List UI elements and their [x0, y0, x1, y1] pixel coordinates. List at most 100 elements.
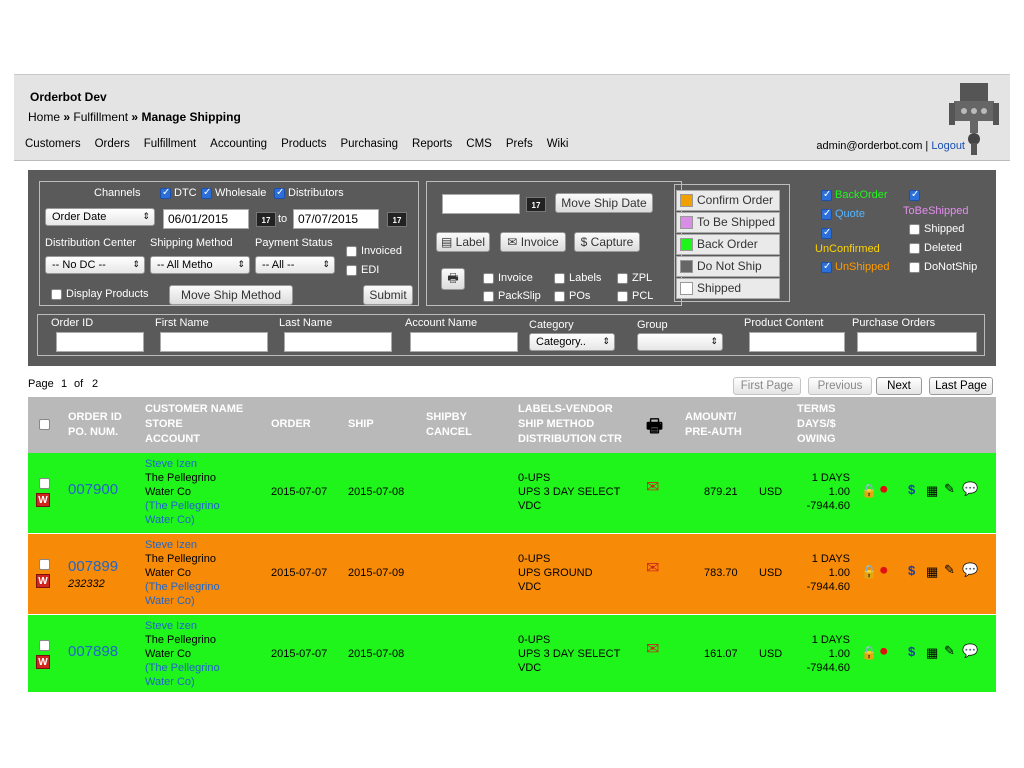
nav-cms[interactable]: CMS — [466, 138, 492, 150]
nav-prefs[interactable]: Prefs — [505, 138, 533, 150]
edit-icon[interactable]: ✎ — [944, 643, 955, 658]
previous-page-button[interactable]: Previous — [808, 377, 872, 395]
breadcrumb-home[interactable]: Home — [28, 110, 61, 124]
account-name-link[interactable]: (The Pellegrino Water Co) — [145, 581, 220, 607]
nav-orders[interactable]: Orders — [94, 138, 130, 150]
lock-icon[interactable]: 🔒 — [861, 483, 878, 498]
channel-dtc-checkbox[interactable] — [160, 187, 171, 199]
order-id-link[interactable]: 007900 — [68, 481, 119, 498]
status-unconfirmed-checkbox[interactable] — [821, 227, 832, 239]
account-name-input[interactable] — [410, 332, 518, 352]
col-shipby[interactable]: SHIPBY CANCEL — [426, 411, 472, 438]
status-button-to-be-shipped[interactable]: To Be Shipped — [676, 212, 780, 233]
customer-name-link[interactable]: Steve Izen — [145, 620, 197, 632]
product-content-input[interactable] — [749, 332, 845, 352]
account-name-link[interactable]: (The Pellegrino Water Co) — [145, 500, 220, 526]
order-id-link[interactable]: 007899 — [68, 558, 119, 575]
col-customer[interactable]: CUSTOMER NAME STORE ACCOUNT — [145, 403, 244, 445]
lock-icon[interactable]: 🔒 — [861, 645, 878, 660]
first-page-button[interactable]: First Page — [733, 377, 801, 395]
display-products-checkbox[interactable] — [51, 289, 62, 300]
group-select[interactable] — [637, 333, 723, 351]
first-name-input[interactable] — [160, 332, 268, 352]
order-id-link[interactable]: 007898 — [68, 643, 119, 660]
col-ship[interactable]: SHIP — [348, 418, 374, 430]
date-to-input[interactable]: 07/07/2015 — [293, 209, 379, 229]
nav-products[interactable]: Products — [281, 138, 327, 150]
print-label-icon[interactable]: ✉ — [646, 479, 660, 496]
invoiced-checkbox[interactable] — [346, 246, 357, 257]
print-labels-checkbox[interactable] — [554, 273, 565, 284]
comment-icon[interactable]: 💬 — [962, 562, 979, 577]
print-pcl-checkbox[interactable] — [617, 291, 628, 302]
edit-icon[interactable]: ✎ — [944, 481, 955, 496]
record-icon[interactable]: ⏺ — [880, 481, 888, 498]
nav-purchasing[interactable]: Purchasing — [340, 138, 399, 150]
category-select[interactable]: Category.. — [529, 333, 615, 351]
calculator-icon[interactable]: ▦ — [926, 645, 939, 660]
ship-date-calendar-icon[interactable]: 17 — [526, 197, 546, 212]
move-ship-method-button[interactable]: Move Ship Method — [169, 285, 293, 305]
next-page-button[interactable]: Next — [876, 377, 922, 395]
status-tobeshipped-checkbox[interactable] — [909, 189, 920, 201]
ship-method-select[interactable]: -- All Metho — [150, 256, 250, 274]
col-amount[interactable]: AMOUNT/ PRE-AUTH — [685, 411, 742, 438]
logout-link[interactable]: Logout — [931, 140, 965, 152]
status-quote-checkbox[interactable] — [821, 208, 832, 220]
print-packslip-checkbox[interactable] — [483, 291, 494, 302]
calculator-icon[interactable]: ▦ — [926, 564, 939, 579]
select-all-checkbox[interactable] — [39, 419, 50, 430]
row-checkbox[interactable] — [39, 640, 50, 651]
nav-fulfillment[interactable]: Fulfillment — [143, 138, 197, 150]
dollar-icon[interactable]: $ — [908, 644, 916, 659]
channel-distributors-checkbox[interactable] — [274, 187, 285, 199]
col-order[interactable]: ORDER — [271, 418, 311, 430]
dollar-icon[interactable]: $ — [908, 482, 916, 497]
table-row[interactable]: W 007899 232332 Steve Izen The Pellegrino Wa… — [28, 534, 996, 614]
col-labels-vendor[interactable]: LABELS-VENDOR SHIP METHOD DISTRIBUTION C… — [518, 403, 622, 445]
ship-date-input[interactable] — [442, 194, 520, 214]
print-pos-checkbox[interactable] — [554, 291, 565, 302]
record-icon[interactable]: ⏺ — [880, 643, 888, 660]
print-invoice-checkbox[interactable] — [483, 273, 494, 284]
nav-wiki[interactable]: Wiki — [546, 138, 569, 150]
move-ship-date-button[interactable]: Move Ship Date — [555, 193, 653, 213]
label-button[interactable]: ▤ Label — [436, 232, 490, 252]
submit-button[interactable]: Submit — [363, 285, 413, 305]
comment-icon[interactable]: 💬 — [962, 481, 979, 496]
calculator-icon[interactable]: ▦ — [926, 483, 939, 498]
dc-select[interactable]: -- No DC -- — [45, 256, 145, 274]
status-donotship-checkbox[interactable] — [909, 262, 920, 273]
status-button-back-order[interactable]: Back Order — [676, 234, 780, 255]
edi-checkbox[interactable] — [346, 265, 357, 276]
date-from-calendar-icon[interactable]: 17 — [256, 212, 276, 227]
last-name-input[interactable] — [284, 332, 392, 352]
status-deleted-checkbox[interactable] — [909, 243, 920, 254]
edit-icon[interactable]: ✎ — [944, 562, 955, 577]
row-checkbox[interactable] — [39, 478, 50, 489]
status-button-do-not-ship[interactable]: Do Not Ship — [676, 256, 780, 277]
status-backorder-checkbox[interactable] — [821, 189, 832, 201]
table-row[interactable]: W 007900 Steve Izen The Pellegrino Water Co… — [28, 453, 996, 533]
status-shipped-checkbox[interactable] — [909, 224, 920, 235]
printer-icon[interactable]: 🖶 — [646, 416, 663, 436]
status-button-shipped[interactable]: Shipped — [676, 278, 780, 299]
date-to-calendar-icon[interactable]: 17 — [387, 212, 407, 227]
row-checkbox[interactable] — [39, 559, 50, 570]
payment-status-select[interactable]: -- All -- — [255, 256, 335, 274]
channel-wholesale-checkbox[interactable] — [201, 187, 212, 199]
customer-name-link[interactable]: Steve Izen — [145, 539, 197, 551]
status-button-confirm-order[interactable]: Confirm Order — [676, 190, 780, 211]
customer-name-link[interactable]: Steve Izen — [145, 458, 197, 470]
account-name-link[interactable]: (The Pellegrino Water Co) — [145, 662, 220, 688]
nav-accounting[interactable]: Accounting — [210, 138, 268, 150]
print-label-icon[interactable]: ✉ — [646, 641, 660, 658]
print-zpl-checkbox[interactable] — [617, 273, 628, 284]
invoice-button[interactable]: ✉ Invoice — [500, 232, 566, 252]
nav-customers[interactable]: Customers — [25, 138, 81, 150]
nav-reports[interactable]: Reports — [412, 138, 453, 150]
date-from-input[interactable]: 06/01/2015 — [163, 209, 249, 229]
capture-button[interactable]: $ Capture — [574, 232, 640, 252]
breadcrumb-fulfillment[interactable]: Fulfillment — [73, 110, 129, 124]
order-id-input[interactable] — [56, 332, 144, 352]
